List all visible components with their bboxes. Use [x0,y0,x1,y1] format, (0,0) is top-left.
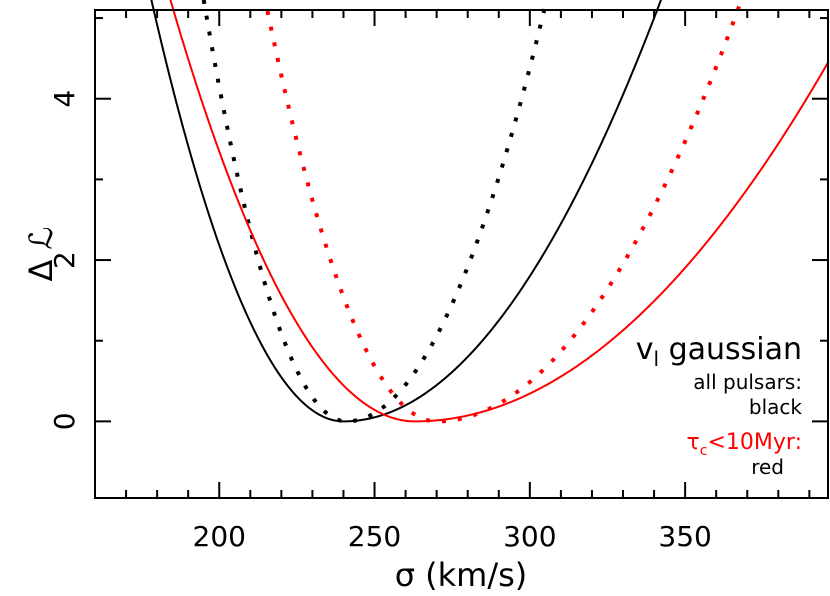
legend-red: red [751,455,784,479]
legend-black: black [749,395,803,419]
x-tick-label: 350 [658,520,711,553]
legend-tau-sub: c [700,443,708,459]
curve-red-dotted [263,0,744,424]
y-tick-label: 0 [48,412,81,430]
legend-heading-sub: l [653,347,659,371]
legend-tau: τc<10Myr: [687,430,802,459]
tick-layer [95,10,828,498]
x-tick-label: 300 [503,520,556,553]
legend-heading-rest: gaussian [659,332,802,367]
legend-all-pulsars: all pulsars: [693,370,802,394]
y-tick-label: 2 [48,251,81,269]
x-tick-label: 250 [348,520,401,553]
legend-heading: vl gaussian [636,332,802,371]
legend-tau-rest: <10Myr: [708,430,803,455]
legend-heading-v: v [636,332,654,367]
y-tick-label: 4 [48,90,81,108]
x-tick-label: 200 [193,520,246,553]
tick-label-layer: 200 250 300 350 0 2 4 [48,90,712,553]
curve-red-solid [169,0,829,423]
curve-black-dotted [201,0,549,424]
x-axis-title: σ (km/s) [395,556,528,594]
curve-black-solid [150,0,663,423]
legend-tau-symbol: τ [687,430,700,455]
curve-layer [150,0,829,424]
y-axis-title: Δ ℒ [22,226,60,281]
plot-frame [94,9,829,499]
